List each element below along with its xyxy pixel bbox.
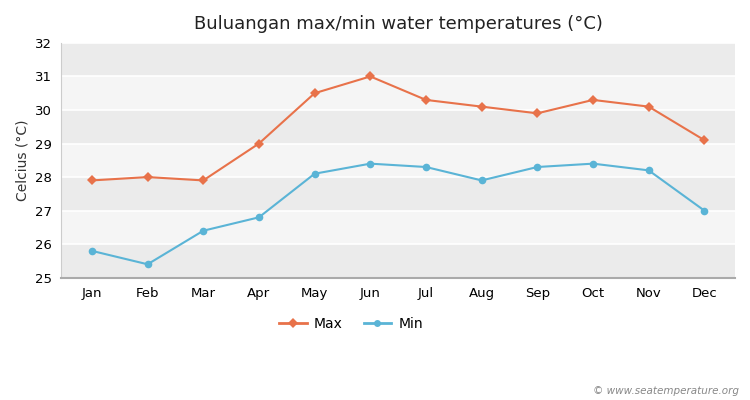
Bar (62, 177, 735, 211)
Bar (62, 110, 735, 144)
Bar (62, 144, 735, 177)
Bar (62, 43, 735, 76)
Title: Buluangan max/min water temperatures (°C): Buluangan max/min water temperatures (°C… (194, 15, 602, 33)
Bar (62, 76, 735, 110)
Text: © www.seatemperature.org: © www.seatemperature.org (592, 386, 739, 396)
Bar (62, 244, 735, 278)
Y-axis label: Celcius (°C): Celcius (°C) (15, 120, 29, 201)
Bar (62, 211, 735, 244)
Legend: Max, Min: Max, Min (274, 311, 428, 336)
